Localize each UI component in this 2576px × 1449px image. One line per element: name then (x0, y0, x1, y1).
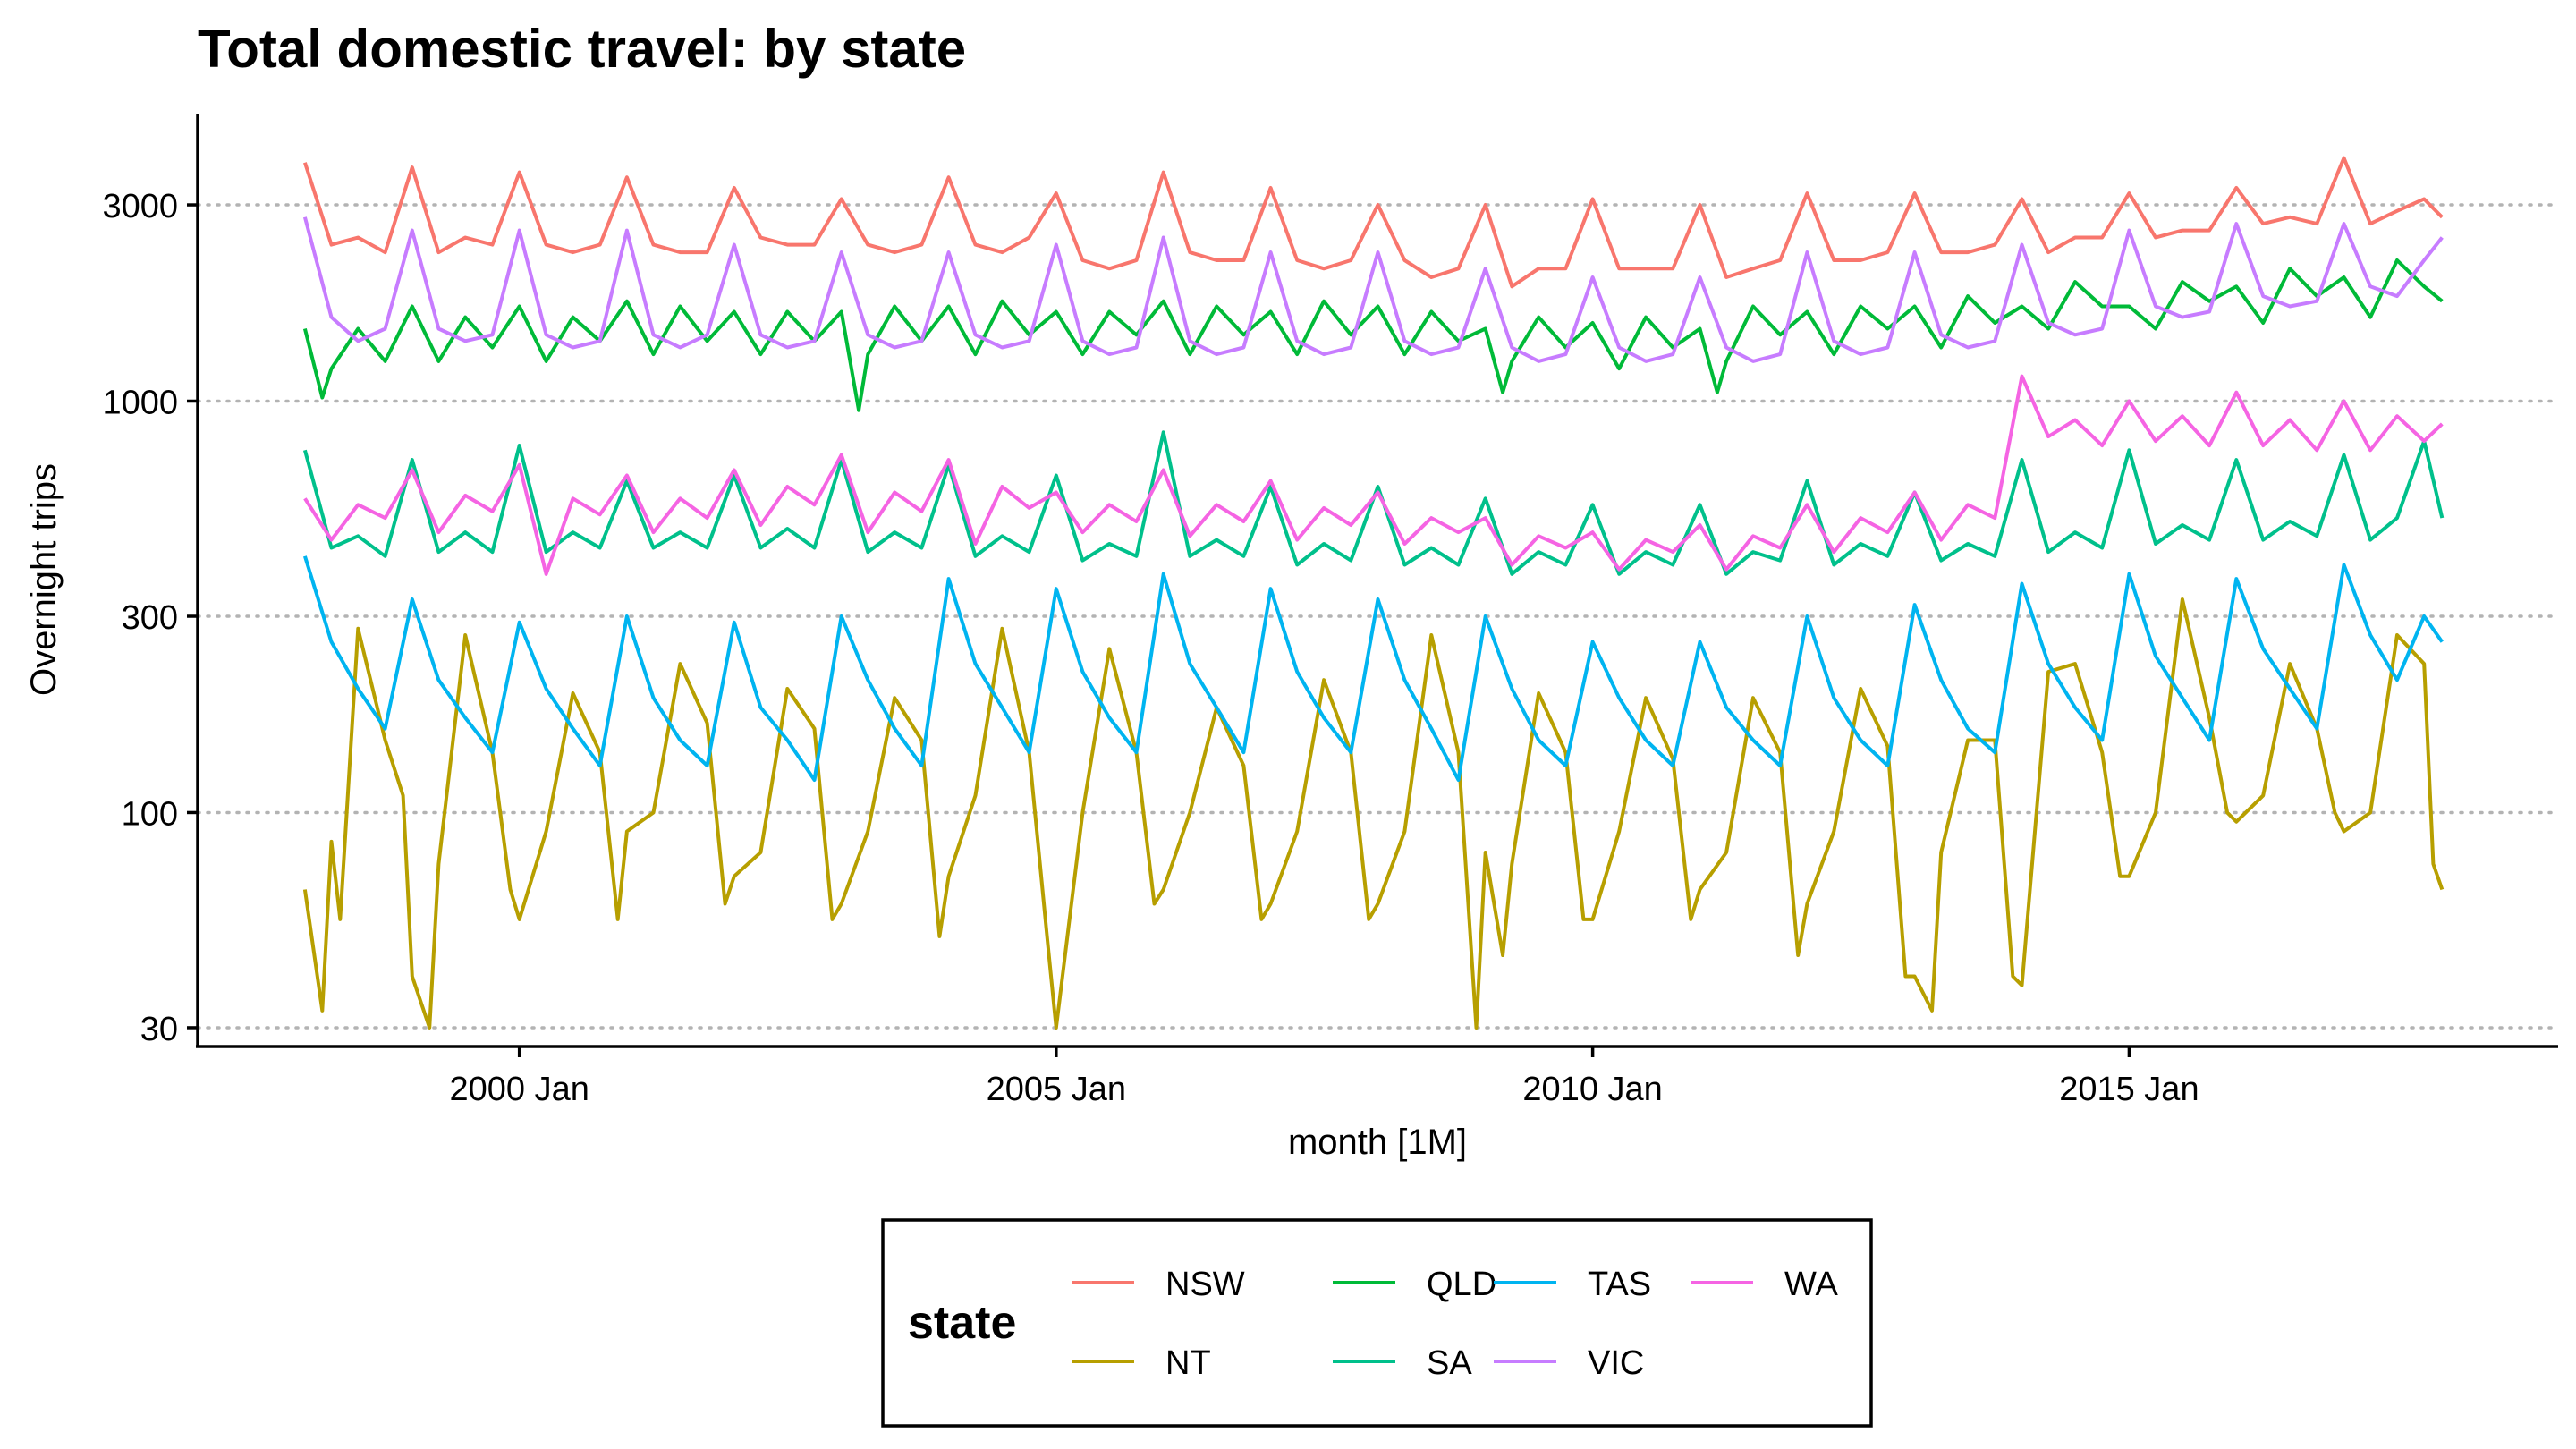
series-line-vic (302, 216, 2444, 363)
series-line-nsw (302, 156, 2444, 289)
y-tick-label: 300 (122, 599, 178, 637)
y-tick-label: 1000 (102, 384, 178, 421)
series-line-sa (302, 430, 2445, 576)
y-tick-label: 100 (122, 795, 178, 833)
series-line-qld (302, 258, 2444, 412)
y-tick-label: 30 (140, 1011, 178, 1048)
x-tick-label: 2005 Jan (987, 1071, 1126, 1108)
legend-label-nt: NT (1165, 1344, 1211, 1382)
grid-lines (196, 203, 2560, 1030)
legend-label-qld: QLD (1427, 1266, 1496, 1303)
legend-label-vic: VIC (1588, 1344, 1644, 1382)
x-axis-label: month [1M] (1288, 1123, 1467, 1162)
legend: state NSW NT QLD SA TAS VIC WA (881, 1218, 1873, 1428)
legend-box (881, 1218, 1873, 1428)
chart-title: Total domestic travel: by state (198, 19, 966, 79)
series-line-wa (303, 374, 2444, 576)
legend-label-nsw: NSW (1165, 1266, 1245, 1303)
x-tick-label: 2000 Jan (449, 1071, 589, 1108)
x-tick-label: 2010 Jan (1522, 1071, 1662, 1108)
legend-title: state (908, 1297, 1016, 1349)
y-axis-ticks: 30 100 300 1000 3000 (102, 188, 198, 1048)
legend-label-wa: WA (1784, 1266, 1838, 1303)
x-axis-ticks: 2000 Jan 2005 Jan 2010 Jan 2015 Jan (449, 1046, 2199, 1108)
y-tick-label: 3000 (102, 188, 178, 225)
legend-label-tas: TAS (1588, 1266, 1651, 1303)
legend-items: NSW NT QLD SA TAS VIC WA (1072, 1266, 1838, 1382)
series-line-nt (302, 597, 2445, 1030)
series-lines (302, 156, 2445, 1030)
x-tick-label: 2015 Jan (2059, 1071, 2199, 1108)
y-axis-label: Overnight trips (24, 463, 64, 696)
series-line-tas (302, 555, 2444, 782)
legend-label-sa: SA (1427, 1344, 1472, 1382)
